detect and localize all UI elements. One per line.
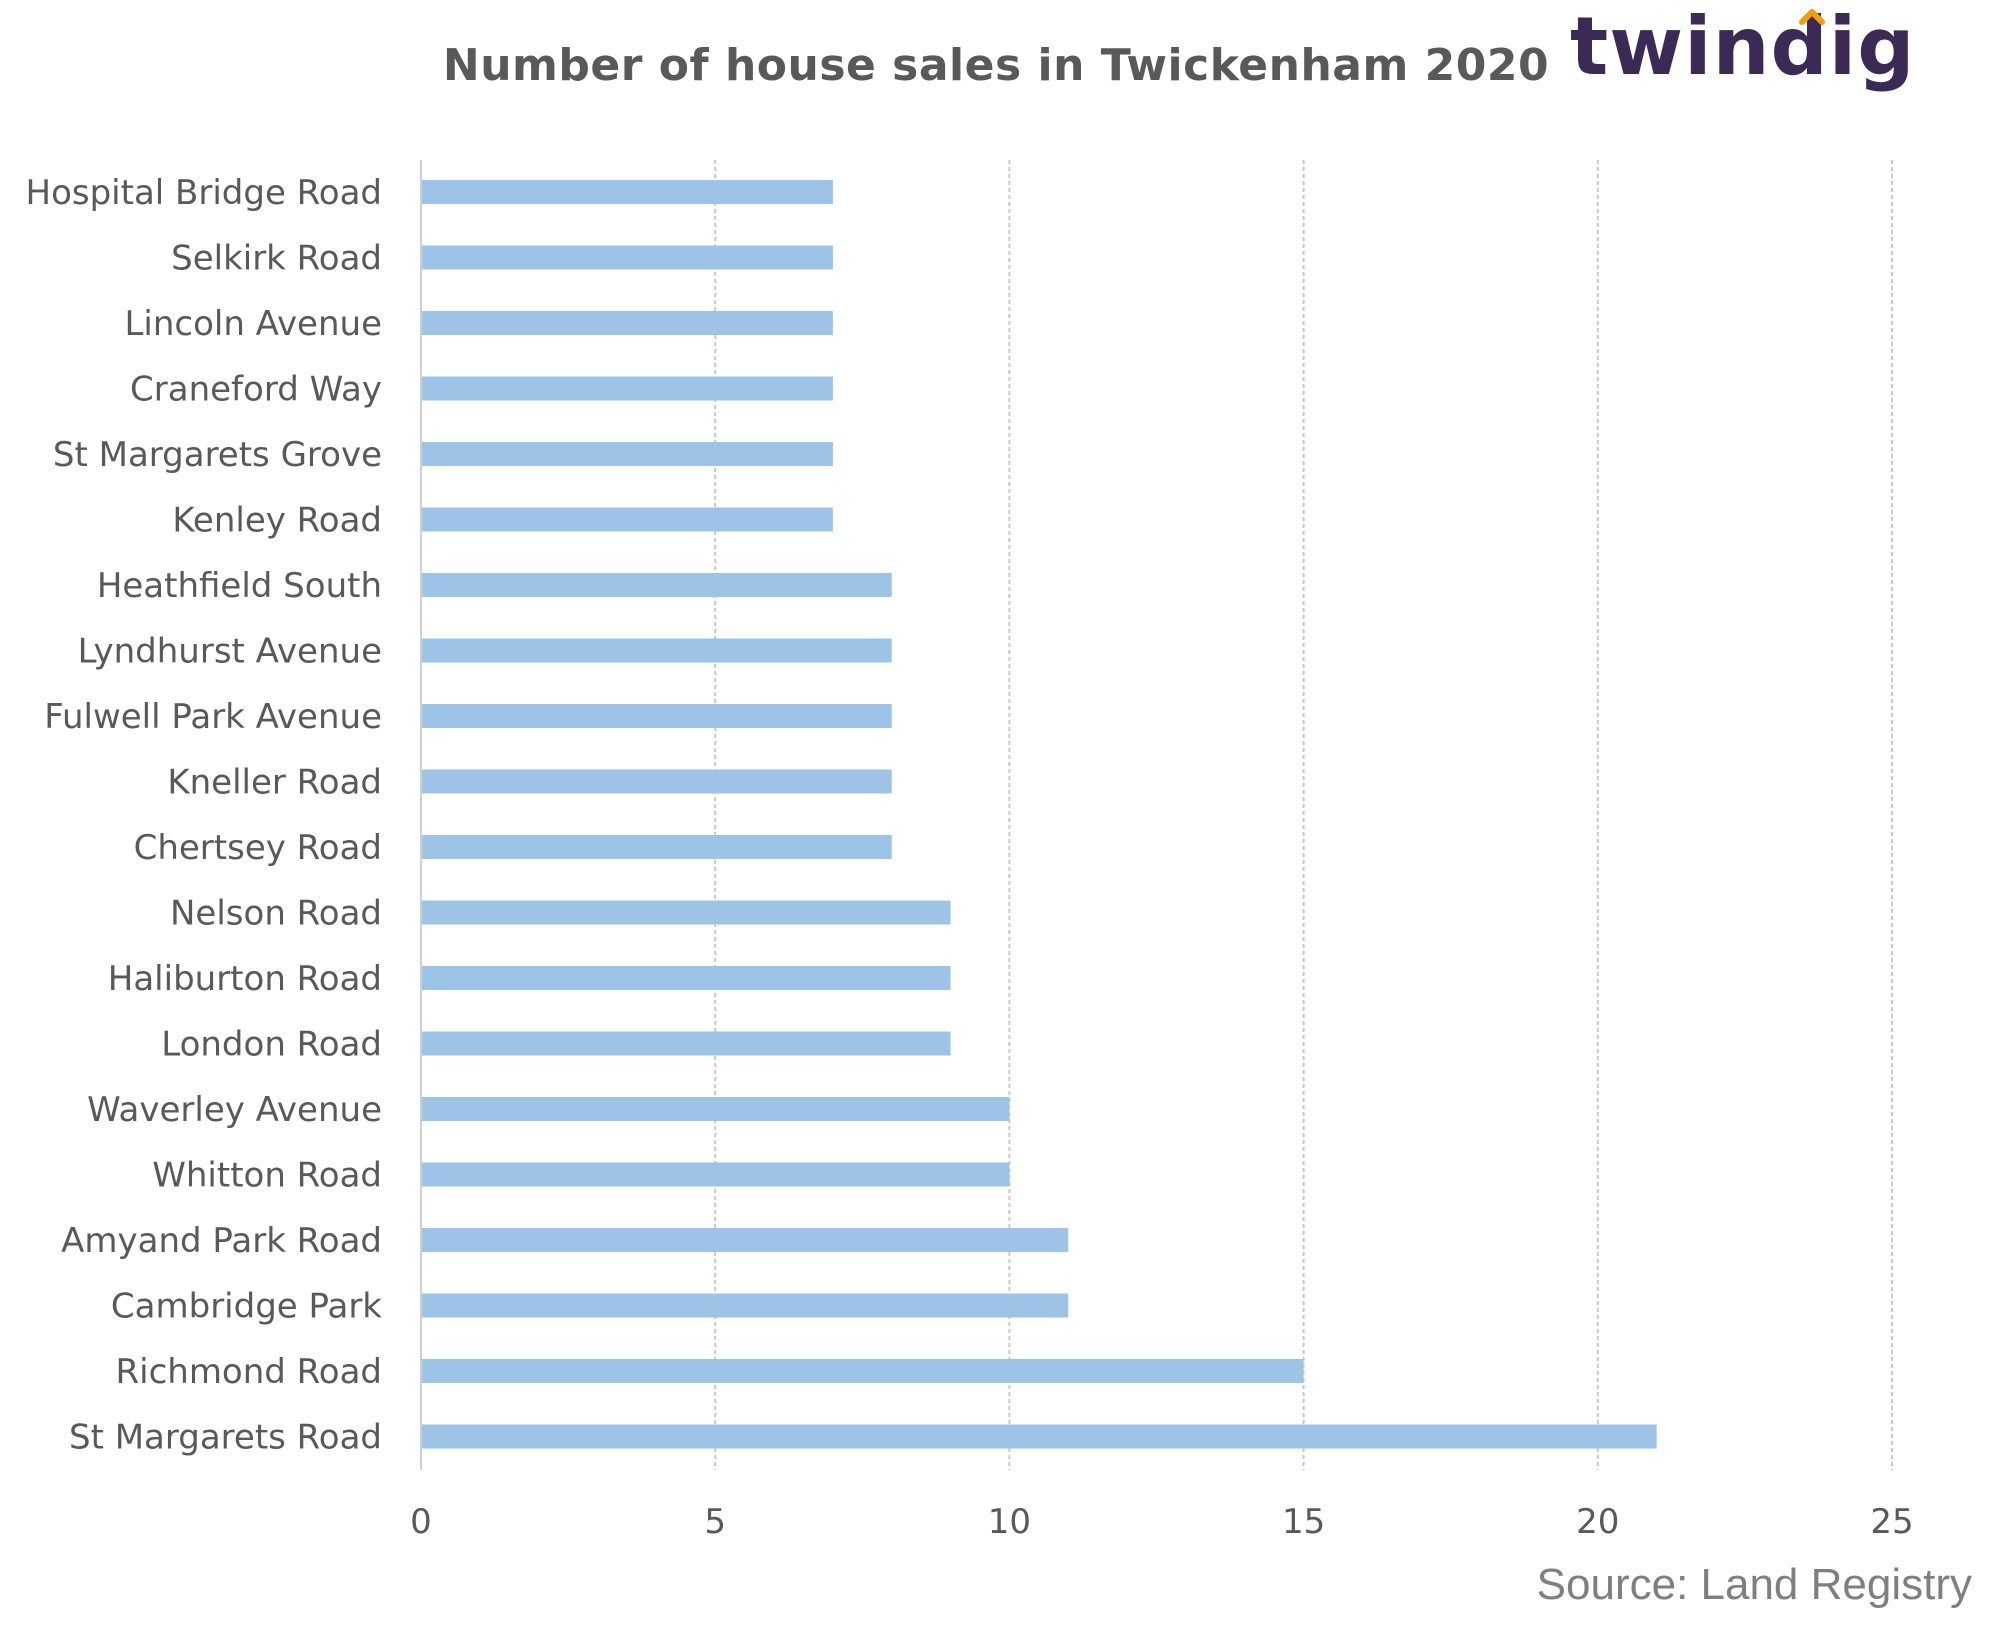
category-label-lyndhurst-avenue: Lyndhurst Avenue	[78, 632, 382, 672]
category-label-haliburton-road: Haliburton Road	[108, 959, 382, 999]
category-label-kneller-road: Kneller Road	[167, 763, 382, 803]
bar-lyndhurst-avenue	[422, 638, 892, 663]
category-label-cambridge-park: Cambridge Park	[111, 1287, 382, 1327]
category-label-heathfield-south: Heathfield South	[97, 566, 382, 606]
bar-nelson-road	[422, 900, 951, 925]
bar-london-road	[422, 1031, 951, 1056]
bar-fulwell-park-avenue	[422, 704, 892, 728]
category-label-waverley-avenue: Waverley Avenue	[87, 1090, 382, 1130]
category-label-whitton-road: Whitton Road	[152, 1156, 382, 1196]
bar-heathfield-south	[422, 573, 892, 597]
category-label-craneford-way: Craneford Way	[130, 370, 382, 410]
bar-lincoln-avenue	[422, 311, 833, 335]
bar-kneller-road	[422, 769, 892, 794]
x-tick-label-5: 5	[704, 1502, 726, 1542]
category-label-st-margarets-road: St Margarets Road	[69, 1418, 382, 1458]
bar-waverley-avenue	[422, 1097, 1010, 1121]
bar-st-margarets-road	[422, 1424, 1657, 1449]
category-label-st-margarets-grove: St Margarets Grove	[53, 435, 382, 475]
category-label-nelson-road: Nelson Road	[170, 894, 382, 934]
x-tick-label-20: 20	[1576, 1502, 1619, 1542]
category-label-lincoln-avenue: Lincoln Avenue	[124, 304, 382, 344]
bar-hospital-bridge-road	[422, 180, 833, 204]
bar-chertsey-road	[422, 835, 892, 859]
x-tick-label-0: 0	[410, 1502, 432, 1542]
bar-craneford-way	[422, 376, 833, 401]
category-label-amyand-park-road: Amyand Park Road	[61, 1221, 382, 1261]
chart-title: Number of house sales in Twickenham 2020	[442, 40, 1550, 91]
bar-cambridge-park	[422, 1293, 1069, 1318]
bar-haliburton-road	[422, 966, 951, 990]
bar-kenley-road	[422, 507, 833, 532]
brand-logo-text: twindig	[1570, 0, 1916, 93]
x-tick-label-10: 10	[988, 1502, 1031, 1542]
bar-amyand-park-road	[422, 1228, 1069, 1252]
category-label-hospital-bridge-road: Hospital Bridge Road	[26, 173, 383, 213]
category-label-chertsey-road: Chertsey Road	[134, 828, 382, 868]
category-label-selkirk-road: Selkirk Road	[171, 239, 382, 279]
category-label-fulwell-park-avenue: Fulwell Park Avenue	[44, 697, 382, 737]
logo-accent-icon	[1799, 9, 1825, 25]
bar-selkirk-road	[422, 245, 833, 270]
x-tick-label-15: 15	[1282, 1502, 1325, 1542]
category-label-richmond-road: Richmond Road	[116, 1352, 383, 1392]
category-label-kenley-road: Kenley Road	[172, 501, 382, 541]
bar-whitton-road	[422, 1162, 1010, 1187]
category-label-london-road: London Road	[161, 1025, 382, 1065]
source-note: Source: Land Registry	[1536, 1560, 1972, 1609]
x-tick-label-25: 25	[1870, 1502, 1913, 1542]
brand-logo: twindig	[1570, 0, 1914, 110]
bar-richmond-road	[422, 1359, 1304, 1383]
bar-st-margarets-grove	[422, 442, 833, 466]
